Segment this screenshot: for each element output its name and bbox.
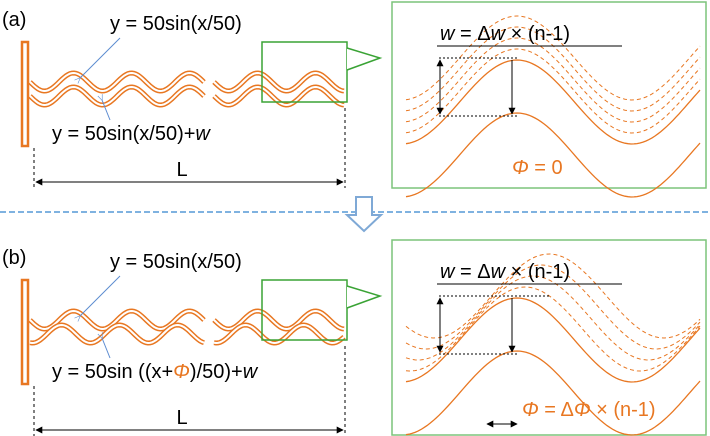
wave-inner xyxy=(29,71,205,93)
phase-formula-part: Φ xyxy=(522,399,539,421)
zoom-box xyxy=(391,1,707,189)
width-formula-part: w xyxy=(491,261,507,283)
zoom-window xyxy=(261,41,348,103)
width-formula-part: w xyxy=(440,261,456,283)
down-arrow xyxy=(344,196,384,233)
panel-label: (b) xyxy=(2,247,26,269)
zoom-curve-dashed xyxy=(405,48,701,134)
zoom-curve-dashed xyxy=(405,264,701,350)
phase-formula-part: × (n-1) xyxy=(591,399,656,421)
zoom-curve-dashed xyxy=(405,253,701,339)
plate xyxy=(20,40,30,148)
wave-inner xyxy=(29,309,205,331)
pointer xyxy=(102,338,111,359)
phase-formula: Φ = 0 xyxy=(512,157,563,179)
zoom-curve xyxy=(405,59,701,145)
width-formula: w = Δw × (n-1) xyxy=(440,23,570,45)
equation-bottom: y = 50sin ((x+Φ)/50)+w xyxy=(52,361,259,383)
equation-bottom-part: Φ xyxy=(173,361,190,383)
width-formula: w = Δw × (n-1) xyxy=(440,261,570,283)
width-formula-part: w xyxy=(440,23,456,45)
phase-formula-part: Φ xyxy=(512,157,529,179)
phase-formula-part: Φ xyxy=(574,399,591,421)
equation-top: y = 50sin(x/50) xyxy=(110,251,242,273)
width-formula-part: × (n-1) xyxy=(505,23,570,45)
zoom-box xyxy=(391,239,707,436)
equation-bottom: y = 50sin(x/50)+w xyxy=(52,123,211,145)
width-formula-part: w xyxy=(491,23,507,45)
equation-bottom-part: )/50)+ xyxy=(190,361,243,383)
phase-formula: Φ = ΔΦ × (n-1) xyxy=(522,399,656,421)
equation-bottom-part: w xyxy=(243,361,259,383)
width-formula-part: = Δ xyxy=(454,23,490,45)
pointer xyxy=(80,275,121,316)
plate xyxy=(20,278,30,386)
panel-label: (a) xyxy=(2,9,26,31)
callout xyxy=(346,285,383,309)
zoom-curve xyxy=(405,350,701,436)
zoom-curve-dashed xyxy=(405,37,701,123)
zoom-curve-dashed xyxy=(405,286,701,372)
equation-bottom-part: y = 50sin(x/50)+ xyxy=(52,123,195,145)
wave-inner xyxy=(29,85,205,107)
length-label: L xyxy=(176,159,187,181)
equation-top: y = 50sin(x/50) xyxy=(110,13,242,35)
zoom-curve-dashed xyxy=(405,15,701,101)
equation-bottom-part: y = 50sin ((x+ xyxy=(52,361,173,383)
width-formula-part: × (n-1) xyxy=(505,261,570,283)
wave-inner xyxy=(213,309,345,331)
zoom-curve-dashed xyxy=(405,275,701,361)
width-formula-part: = Δ xyxy=(454,261,490,283)
phase-formula-part: = Δ xyxy=(539,399,574,421)
zoom-curve xyxy=(405,112,701,198)
pointer xyxy=(102,100,111,121)
wave-inner xyxy=(213,323,345,345)
zoom-window xyxy=(261,279,348,341)
zoom-curve xyxy=(405,297,701,383)
length-label: L xyxy=(176,407,187,429)
equation-bottom-part: w xyxy=(195,123,211,145)
wave-inner xyxy=(213,71,345,93)
wave-inner xyxy=(29,323,205,345)
phase-formula-part: = 0 xyxy=(529,157,563,179)
callout xyxy=(346,47,383,71)
pointer xyxy=(80,37,121,78)
